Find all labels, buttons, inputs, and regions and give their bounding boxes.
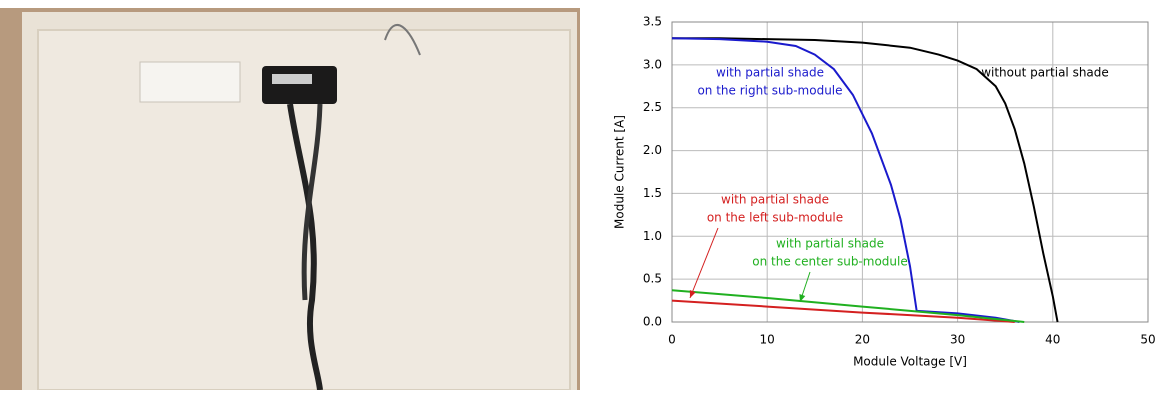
panel-label (139, 61, 241, 103)
annotation: with partial shade (721, 193, 829, 207)
cable (287, 103, 323, 391)
series-line (671, 299, 1015, 323)
annotation: on the right sub-module (697, 84, 842, 98)
annotation-arrow (689, 227, 719, 299)
wire (384, 24, 421, 56)
y-axis-title: Module Current [A] (613, 115, 627, 229)
series-line (671, 37, 1020, 323)
x-tick-label: 40 (1045, 333, 1060, 347)
x-tick-label: 0 (668, 333, 676, 347)
x-tick-label: 10 (760, 333, 775, 347)
y-tick-label: 2.0 (643, 143, 662, 157)
arrow-head (689, 290, 696, 298)
y-tick-label: 3.5 (643, 15, 662, 29)
junction-box (262, 66, 337, 104)
x-axis-title: Module Voltage [V] (853, 355, 967, 369)
y-tick-label: 0.0 (643, 315, 662, 329)
x-tick-label: 50 (1140, 333, 1155, 347)
cable (301, 103, 323, 301)
plot-frame (671, 21, 1149, 323)
annotation: on the center sub-module (752, 255, 907, 269)
junction-contacts (272, 74, 312, 84)
annotation: on the left sub-module (707, 211, 843, 225)
arrow-head (799, 294, 806, 302)
series-line (671, 289, 1025, 323)
y-tick-label: 2.5 (643, 100, 662, 114)
x-tick-label: 30 (950, 333, 965, 347)
series-line (672, 37, 1059, 323)
annotation: with partial shade (776, 237, 884, 251)
x-tick-label: 20 (855, 333, 870, 347)
y-tick-label: 0.5 (643, 272, 662, 286)
y-tick-label: 1.0 (643, 229, 662, 243)
y-tick-label: 1.5 (643, 186, 662, 200)
y-tick-label: 3.0 (643, 57, 662, 71)
annotation: with partial shade (716, 66, 824, 80)
photo (0, 8, 580, 391)
annotation: without partial shade (981, 66, 1109, 80)
